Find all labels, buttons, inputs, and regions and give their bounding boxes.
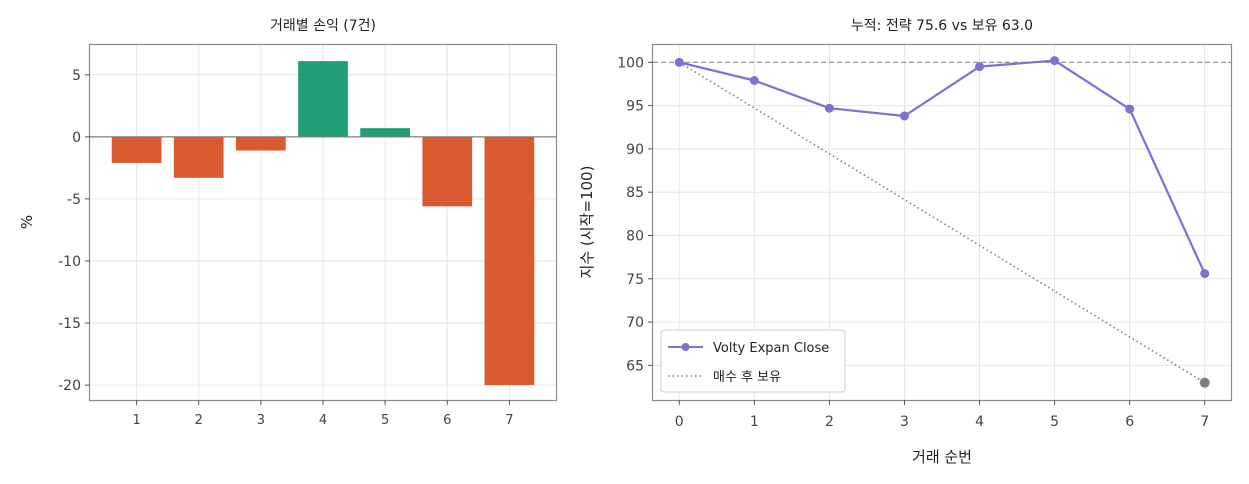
- legend: Volty Expan Close 매수 후 보유: [660, 329, 846, 393]
- pnl-y-ticks: 5 0 -5 -10 -15 -20: [58, 68, 90, 394]
- cumulative-x-tick-label: 3: [900, 414, 909, 430]
- pnl-y-tick-label: 5: [72, 68, 81, 84]
- pnl-bar: [422, 136, 473, 207]
- cumulative-y-tick-label: 85: [626, 185, 644, 201]
- cumulative-y-tick-label: 75: [626, 272, 644, 288]
- cumulative-x-ticks: 0 1 2 3 4 5 6 7: [675, 400, 1209, 430]
- strategy-point: [1125, 104, 1135, 114]
- cumulative-x-tick-label: 2: [825, 414, 834, 430]
- pnl-y-tick-label: -5: [67, 192, 81, 208]
- pnl-y-tick-label: -15: [58, 316, 81, 332]
- pnl-x-tick-label: 2: [195, 413, 203, 428]
- pnl-y-tick-label: -10: [58, 254, 81, 270]
- strategy-point: [824, 103, 834, 113]
- cumulative-x-tick-label: 4: [975, 414, 984, 430]
- cumulative-y-tick-label: 80: [626, 228, 644, 244]
- strategy-line: [679, 59, 1206, 275]
- pnl-x-tick-label: 6: [443, 413, 451, 428]
- cumulative-plot-frame: [651, 43, 1233, 402]
- strategy-point: [899, 111, 909, 121]
- cumulative-chart-title: 누적: 전략 75.6 vs 보유 63.0: [851, 18, 1033, 34]
- cumulative-y-tick-label: 90: [626, 142, 644, 158]
- legend-box: [660, 329, 846, 393]
- pnl-y-axis-label: %: [18, 215, 36, 229]
- legend-label-strategy: Volty Expan Close: [713, 341, 829, 356]
- cumulative-x-tick-label: 0: [675, 414, 684, 430]
- cumulative-y-tick-label: 70: [626, 315, 644, 331]
- pnl-x-tick-label: 4: [319, 413, 327, 428]
- pnl-x-tick-label: 5: [381, 413, 389, 428]
- buy-hold-end-point: [1199, 377, 1210, 388]
- pnl-bar: [173, 136, 224, 178]
- cumulative-y-tick-label: 100: [617, 55, 644, 71]
- cumulative-x-tick-label: 1: [750, 414, 759, 430]
- cumulative-y-ticks: 100 95 90 85 80 75 70 65: [617, 55, 653, 374]
- pnl-bar-chart: 거래별 손익 (7건) 5 0 -5 -10 -15 -20 1 2 3 4 5 6 7 %: [18, 18, 558, 428]
- cumulative-y-tick-label: 95: [626, 99, 644, 115]
- strategy-point: [975, 62, 985, 72]
- strategy-point: [749, 76, 759, 85]
- pnl-x-tick-label: 3: [257, 413, 265, 428]
- pnl-bar: [360, 128, 410, 137]
- legend-label-buy-hold: 매수 후 보유: [713, 370, 781, 385]
- strategy-point: [674, 57, 684, 67]
- cumulative-y-tick-label: 65: [626, 358, 644, 374]
- pnl-bar: [484, 136, 535, 386]
- pnl-bar: [236, 136, 286, 151]
- pnl-y-tick-label: 0: [72, 130, 81, 146]
- pnl-bars: [111, 61, 535, 386]
- pnl-bar: [111, 136, 162, 163]
- strategy-point: [1050, 56, 1060, 66]
- cumulative-y-axis-label: 지수 (시작=100): [578, 166, 596, 279]
- pnl-x-tick-label: 1: [132, 413, 140, 428]
- strategy-point: [1200, 269, 1210, 279]
- cumulative-x-tick-label: 6: [1125, 414, 1134, 430]
- pnl-chart-title: 거래별 손익 (7건): [270, 18, 376, 34]
- legend-marker-strategy: [681, 343, 690, 351]
- cumulative-x-axis-label: 거래 순번: [912, 448, 972, 466]
- pnl-y-tick-label: -20: [58, 378, 81, 394]
- pnl-bar: [298, 61, 348, 137]
- cumulative-x-tick-label: 7: [1200, 414, 1209, 430]
- pnl-x-ticks: 1 2 3 4 5 6 7: [132, 400, 514, 428]
- pnl-x-tick-label: 7: [505, 413, 513, 428]
- cumulative-line-chart: 누적: 전략 75.6 vs 보유 63.0 10095908580757065…: [578, 18, 1233, 466]
- cumulative-series: [674, 56, 1210, 388]
- cumulative-x-tick-label: 5: [1050, 414, 1059, 430]
